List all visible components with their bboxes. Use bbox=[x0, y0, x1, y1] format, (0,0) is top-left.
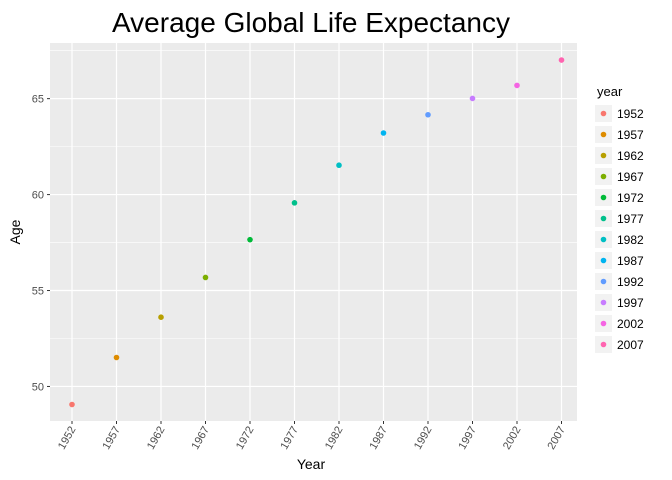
legend-swatch bbox=[600, 152, 607, 159]
legend-label: 2007 bbox=[617, 338, 644, 352]
legend-label: 1997 bbox=[617, 296, 644, 310]
y-tick-label: 65 bbox=[32, 94, 44, 106]
legend-label: 1952 bbox=[617, 107, 644, 121]
data-point bbox=[113, 354, 120, 361]
data-point bbox=[425, 111, 431, 118]
data-point bbox=[380, 130, 387, 136]
legend-label: 1977 bbox=[617, 212, 644, 226]
legend-swatch bbox=[600, 173, 607, 180]
x-tick-label: 1987 bbox=[367, 425, 390, 452]
legend-swatch bbox=[600, 341, 607, 348]
data-point bbox=[202, 274, 209, 281]
legend: year 1952 1957 1962 1967 1972 1977 1982 1987 199… bbox=[595, 84, 644, 353]
legend-swatch bbox=[600, 236, 607, 243]
y-axis-ticks: 50 55 60 65 bbox=[32, 94, 50, 393]
data-point bbox=[336, 162, 342, 169]
legend-label: 1992 bbox=[617, 275, 644, 289]
legend-swatch bbox=[600, 320, 607, 327]
plot-panel bbox=[50, 43, 577, 421]
legend-swatch bbox=[600, 257, 607, 264]
x-tick-label: 1997 bbox=[456, 425, 479, 452]
x-tick-label: 2007 bbox=[545, 425, 568, 452]
x-tick-label: 1967 bbox=[189, 425, 212, 452]
legend-swatch bbox=[600, 299, 607, 306]
y-tick-label: 50 bbox=[32, 381, 44, 393]
data-points bbox=[69, 57, 565, 408]
x-axis-ticks: 1952 1957 1962 1967 1972 1977 1982 1987 1992 1997… bbox=[56, 421, 568, 452]
data-point bbox=[469, 95, 476, 102]
y-tick-label: 60 bbox=[32, 190, 44, 202]
legend-label: 1967 bbox=[617, 170, 644, 184]
legend-label: 1962 bbox=[617, 149, 644, 163]
y-axis-title: Age bbox=[7, 219, 23, 244]
legend-label: 1957 bbox=[617, 128, 644, 142]
legend-label: 1972 bbox=[617, 191, 644, 205]
chart-title: Average Global Life Expectancy bbox=[112, 7, 510, 38]
x-tick-label: 1977 bbox=[278, 425, 301, 452]
x-tick-label: 1962 bbox=[145, 425, 168, 452]
legend-label: 1982 bbox=[617, 233, 644, 247]
grid-lines bbox=[50, 43, 577, 421]
x-tick-label: 1992 bbox=[412, 425, 435, 452]
legend-title: year bbox=[597, 84, 623, 99]
x-tick-label: 1957 bbox=[100, 425, 123, 452]
x-tick-label: 2002 bbox=[501, 425, 524, 452]
x-tick-label: 1972 bbox=[234, 425, 257, 452]
legend-label: 2002 bbox=[617, 317, 644, 331]
x-tick-label: 1982 bbox=[323, 425, 346, 452]
data-point bbox=[158, 314, 164, 320]
data-point bbox=[69, 401, 75, 408]
data-point bbox=[247, 236, 253, 243]
y-tick-label: 55 bbox=[32, 286, 44, 298]
x-axis-title: Year bbox=[297, 456, 326, 472]
data-point bbox=[291, 200, 298, 206]
legend-label: 1987 bbox=[617, 254, 644, 268]
data-point bbox=[558, 57, 565, 63]
x-tick-label: 1952 bbox=[56, 425, 79, 452]
legend-swatch bbox=[600, 215, 607, 222]
legend-swatch bbox=[600, 131, 607, 138]
legend-swatch bbox=[600, 110, 607, 117]
data-point bbox=[514, 82, 520, 89]
legend-swatch bbox=[600, 278, 607, 285]
legend-swatch bbox=[600, 194, 607, 201]
